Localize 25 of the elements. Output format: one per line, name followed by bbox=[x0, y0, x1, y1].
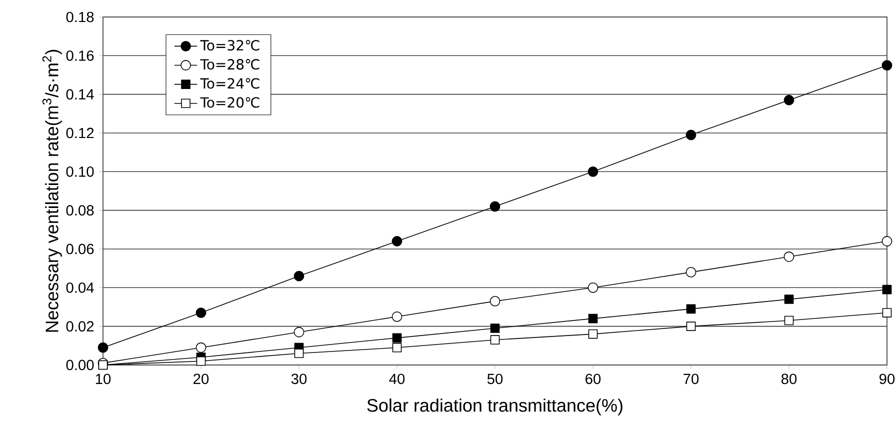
y-tick-label: 0.08 bbox=[66, 205, 94, 216]
x-tick-label: 70 bbox=[684, 374, 699, 384]
y-tick-label: 0.16 bbox=[66, 50, 94, 61]
x-tick-label: 50 bbox=[487, 374, 503, 384]
y-tick-label: 0.02 bbox=[66, 321, 94, 332]
x-tick-label: 30 bbox=[291, 374, 307, 384]
x-tick-label: 80 bbox=[781, 374, 797, 384]
y-tick-label: 0.18 bbox=[66, 12, 94, 22]
y-axis-title: Necessary ventilation rate(m$^{3}$/s·m$^{2}$) bbox=[42, 50, 62, 332]
y-tick-label: 0.12 bbox=[66, 128, 94, 138]
y-tick-label: 0.06 bbox=[66, 244, 94, 254]
x-tick-label: 60 bbox=[586, 374, 601, 384]
y-tick-label: 0.04 bbox=[66, 282, 94, 293]
x-tick-label: 90 bbox=[880, 374, 895, 384]
legend-label: To=20℃ bbox=[200, 97, 260, 108]
legend-label: To=24℃ bbox=[200, 78, 260, 89]
y-tick-label: 0.14 bbox=[66, 89, 94, 100]
y-tick-label: 0.10 bbox=[66, 166, 94, 177]
x-tick-label: 20 bbox=[194, 374, 209, 384]
x-tick-label: 40 bbox=[389, 374, 405, 384]
y-tick-label: 0.00 bbox=[66, 360, 94, 370]
legend-label: To=32℃ bbox=[200, 40, 260, 51]
x-tick-label: 10 bbox=[96, 374, 111, 384]
x-axis-title: Solar radiation transmittance(%) bbox=[367, 398, 622, 416]
legend-label: To=28℃ bbox=[200, 59, 260, 70]
